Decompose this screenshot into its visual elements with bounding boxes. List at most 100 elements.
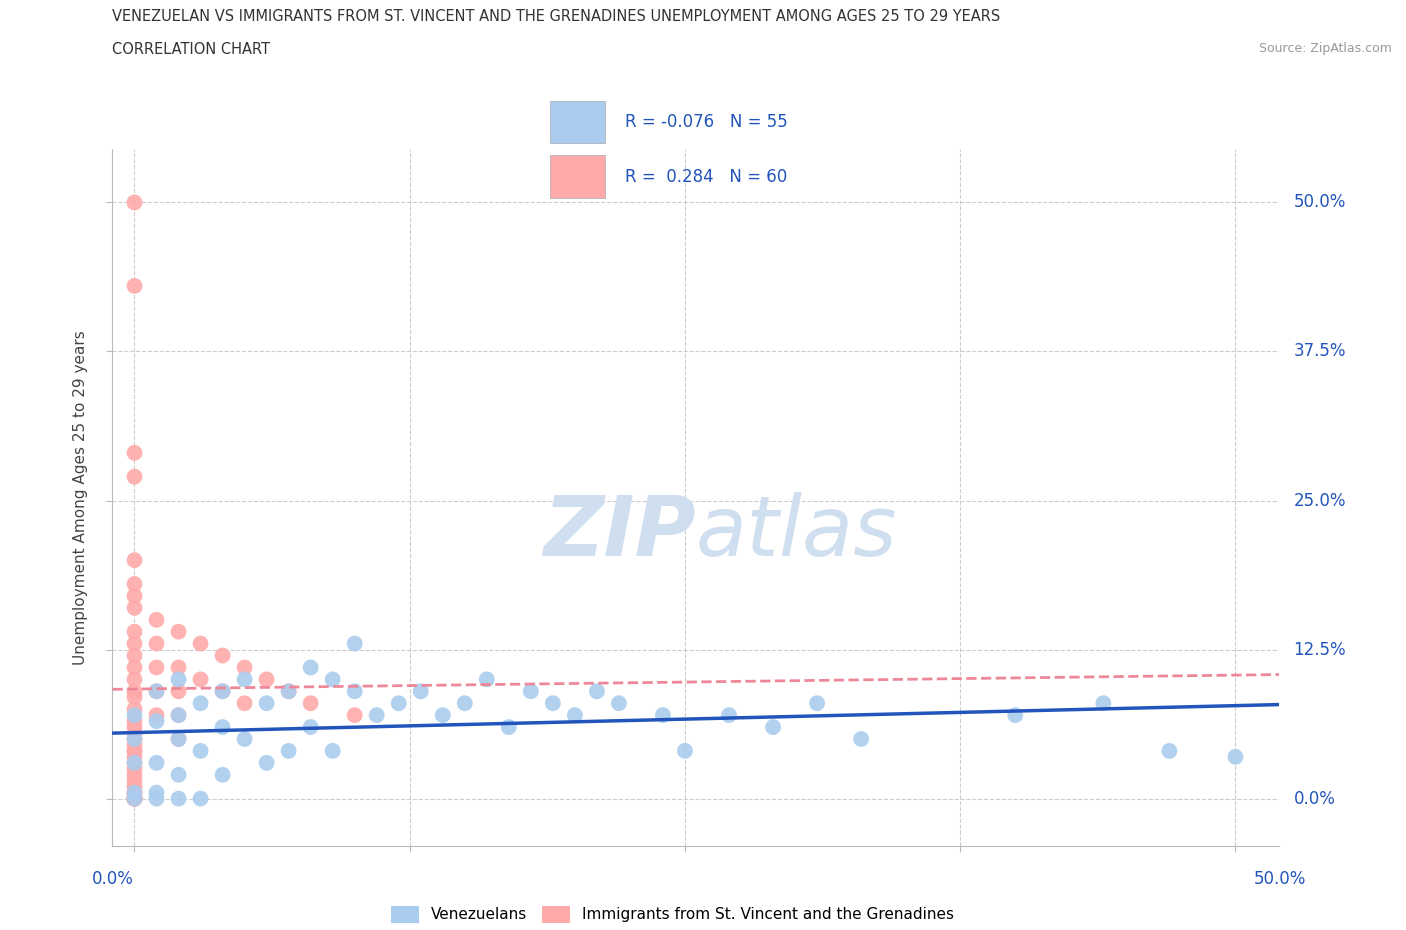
Text: 0.0%: 0.0%	[91, 870, 134, 887]
Point	[211, 767, 233, 782]
Point	[124, 552, 146, 567]
Y-axis label: Unemployment Among Ages 25 to 29 years: Unemployment Among Ages 25 to 29 years	[73, 330, 89, 665]
Point	[145, 684, 167, 698]
Point	[849, 732, 872, 747]
Point	[211, 648, 233, 663]
Point	[343, 708, 366, 723]
Point	[124, 684, 146, 698]
Point	[167, 767, 190, 782]
Point	[124, 773, 146, 788]
Point	[520, 684, 543, 698]
Point	[124, 755, 146, 770]
Point	[167, 672, 190, 687]
Point	[454, 696, 477, 711]
Point	[167, 660, 190, 675]
Text: 0.0%: 0.0%	[1294, 790, 1336, 807]
Point	[124, 278, 146, 293]
Point	[124, 648, 146, 663]
Text: Source: ZipAtlas.com: Source: ZipAtlas.com	[1258, 42, 1392, 55]
Point	[145, 636, 167, 651]
Point	[124, 791, 146, 806]
Point	[233, 672, 256, 687]
Text: ZIP: ZIP	[543, 492, 696, 573]
Text: atlas: atlas	[696, 492, 897, 573]
Point	[145, 660, 167, 675]
Point	[299, 720, 322, 735]
Point	[388, 696, 411, 711]
Point	[432, 708, 454, 723]
Point	[717, 708, 740, 723]
Point	[124, 755, 146, 770]
Point	[190, 696, 212, 711]
Point	[124, 702, 146, 717]
Point	[124, 791, 146, 806]
Point	[564, 708, 586, 723]
Text: 50.0%: 50.0%	[1294, 193, 1346, 211]
Point	[190, 636, 212, 651]
Point	[211, 720, 233, 735]
Point	[167, 684, 190, 698]
Point	[167, 708, 190, 723]
Point	[124, 636, 146, 651]
Point	[145, 755, 167, 770]
Point	[475, 672, 498, 687]
Point	[233, 696, 256, 711]
Point	[322, 743, 344, 758]
Point	[1225, 750, 1247, 764]
Point	[124, 713, 146, 728]
Point	[124, 195, 146, 210]
Point	[190, 791, 212, 806]
Text: 25.0%: 25.0%	[1294, 492, 1346, 510]
Point	[124, 750, 146, 764]
Point	[1092, 696, 1115, 711]
Point	[233, 660, 256, 675]
Point	[652, 708, 675, 723]
Point	[211, 684, 233, 698]
Text: 37.5%: 37.5%	[1294, 342, 1346, 361]
Point	[124, 589, 146, 604]
Point	[145, 713, 167, 728]
Point	[124, 743, 146, 758]
Text: CORRELATION CHART: CORRELATION CHART	[112, 42, 270, 57]
Point	[124, 720, 146, 735]
Text: VENEZUELAN VS IMMIGRANTS FROM ST. VINCENT AND THE GRENADINES UNEMPLOYMENT AMONG : VENEZUELAN VS IMMIGRANTS FROM ST. VINCEN…	[112, 9, 1001, 24]
Point	[145, 708, 167, 723]
Point	[124, 577, 146, 591]
Point	[343, 636, 366, 651]
Point	[124, 791, 146, 806]
Point	[124, 791, 146, 806]
Point	[167, 732, 190, 747]
Point	[124, 785, 146, 800]
Point	[541, 696, 564, 711]
Point	[299, 696, 322, 711]
Point	[277, 684, 299, 698]
Point	[124, 785, 146, 800]
Point	[124, 737, 146, 752]
Point	[124, 791, 146, 806]
Point	[124, 672, 146, 687]
Point	[124, 690, 146, 705]
Point	[256, 696, 278, 711]
Point	[124, 708, 146, 723]
Point	[277, 684, 299, 698]
Point	[167, 732, 190, 747]
Point	[409, 684, 432, 698]
Point	[233, 732, 256, 747]
Point	[145, 612, 167, 627]
Point	[124, 762, 146, 777]
Point	[190, 743, 212, 758]
Point	[673, 743, 696, 758]
Point	[1004, 708, 1026, 723]
Point	[124, 791, 146, 806]
Point	[124, 660, 146, 675]
Point	[124, 601, 146, 616]
Point	[256, 672, 278, 687]
Point	[586, 684, 609, 698]
Point	[167, 624, 190, 639]
Point	[211, 684, 233, 698]
Point	[124, 767, 146, 782]
Point	[190, 672, 212, 687]
Point	[498, 720, 520, 735]
Point	[806, 696, 828, 711]
Text: 12.5%: 12.5%	[1294, 641, 1346, 658]
